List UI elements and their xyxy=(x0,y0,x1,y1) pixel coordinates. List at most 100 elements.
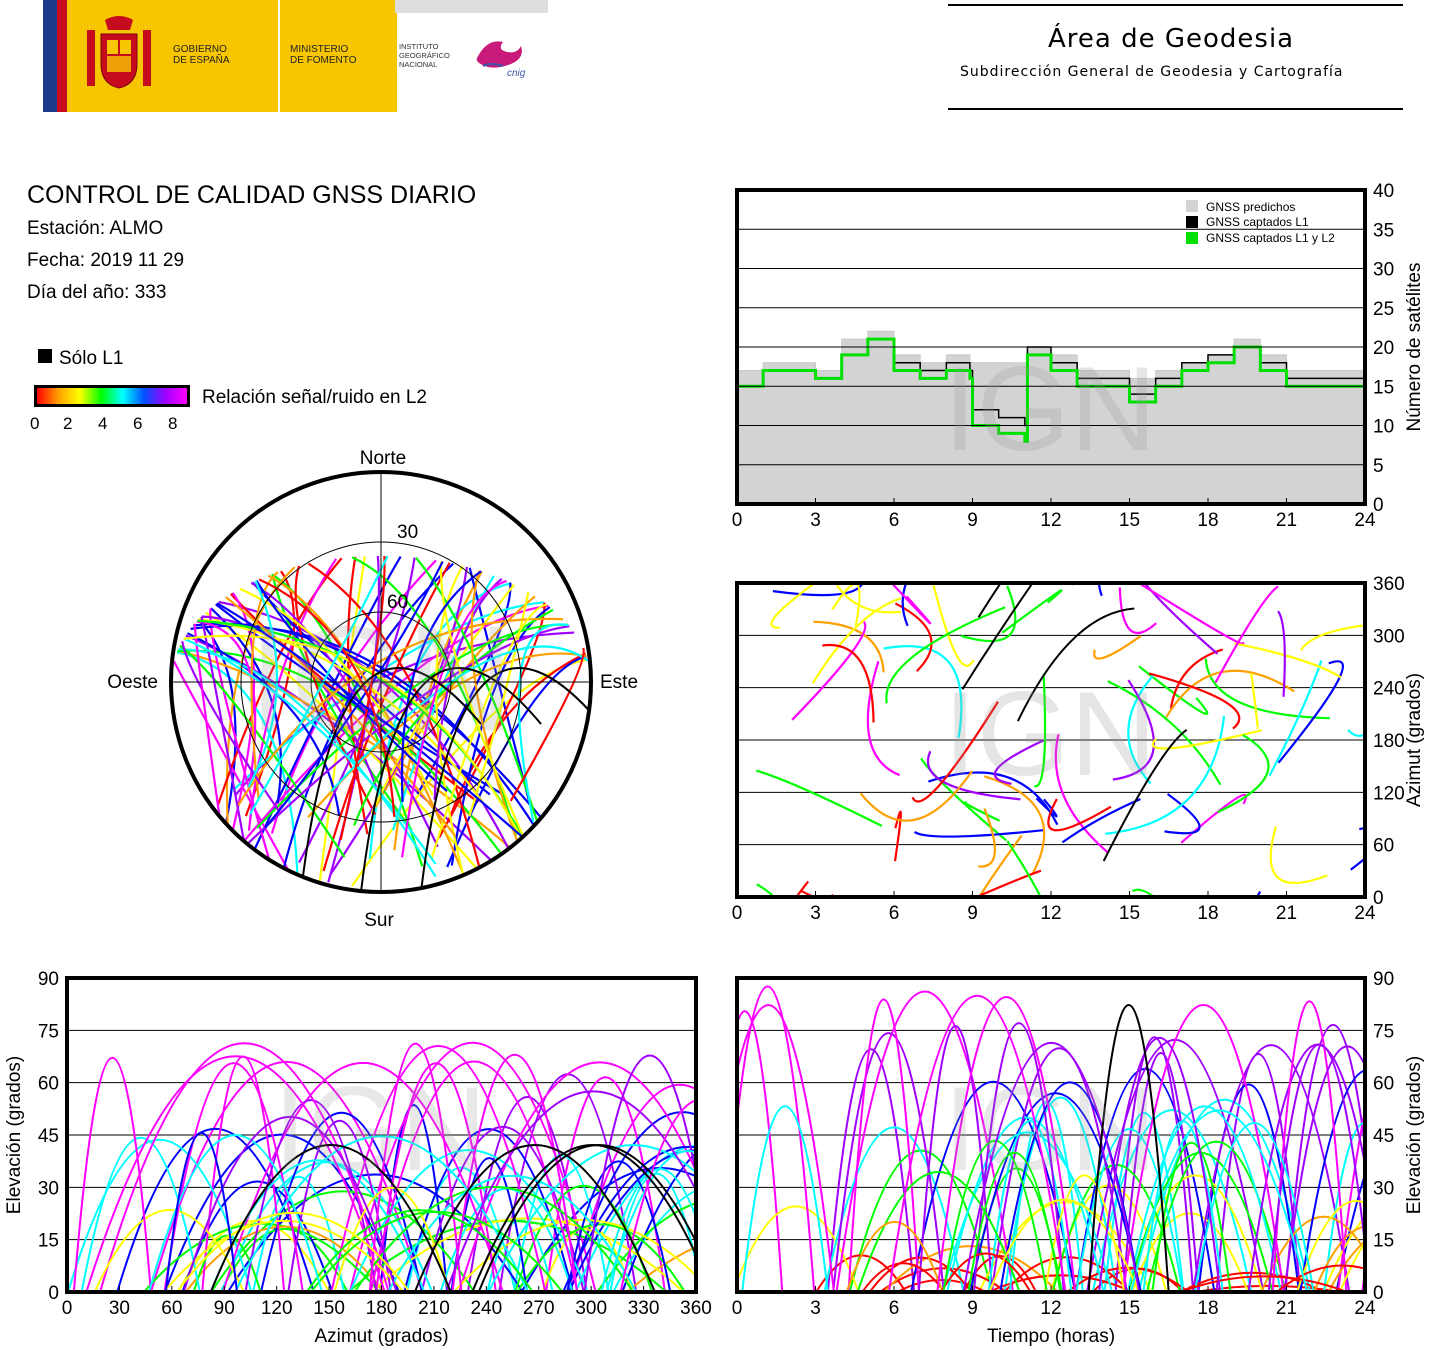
sky-track xyxy=(183,634,541,875)
azimut-track xyxy=(1138,665,1209,715)
snr-tick-4: 4 xyxy=(98,414,108,433)
azimut-track xyxy=(1093,635,1142,660)
y-tick-label: 45 xyxy=(38,1126,59,1147)
sky-track xyxy=(298,557,416,864)
elev-track-l1 xyxy=(413,1144,656,1292)
elev-time-track xyxy=(847,998,920,1292)
y-tick-label: 90 xyxy=(1373,969,1394,990)
x-tick-label: 3 xyxy=(810,510,821,531)
elev-track xyxy=(163,1133,400,1292)
sky-track xyxy=(249,555,389,815)
elev-track xyxy=(605,1150,696,1292)
y-tick-label: 30 xyxy=(38,1178,59,1199)
elev-time-track xyxy=(967,1151,1062,1292)
elev-time-track xyxy=(1130,1212,1249,1292)
azimut-track xyxy=(770,583,817,629)
azimut-track xyxy=(1277,610,1286,697)
sat-count-plot xyxy=(736,228,1366,505)
area-title: Área de Geodesia xyxy=(1048,24,1295,54)
azimut-track xyxy=(813,620,885,673)
sky-track xyxy=(258,578,396,817)
elev-time-track xyxy=(1192,1044,1351,1292)
elev-track xyxy=(596,1202,696,1292)
elev-time-track xyxy=(1337,1105,1365,1292)
sky-track xyxy=(239,587,434,796)
elev-track xyxy=(348,1219,667,1292)
date-label: Fecha: 2019 11 29 xyxy=(27,250,185,271)
x-tick-label: 6 xyxy=(889,510,900,531)
elev-time-track xyxy=(1296,1200,1365,1292)
x-tick-label: 21 xyxy=(1276,903,1297,924)
polar-watermark: IGN xyxy=(248,594,515,762)
elev-time-track xyxy=(1299,1069,1365,1292)
azimut-track xyxy=(866,661,901,777)
elev-time-track xyxy=(845,1220,944,1292)
y-tick-label: 60 xyxy=(1373,1074,1394,1095)
sats-watermark: IGN xyxy=(943,342,1156,476)
sky-track xyxy=(307,562,482,871)
y-tick-label: 45 xyxy=(1373,1126,1394,1147)
sky-track xyxy=(181,641,281,813)
azimut-track xyxy=(811,597,902,684)
azimut-track xyxy=(1127,673,1155,785)
snr-label: Relación señal/ruido en L2 xyxy=(202,387,427,408)
elev-track xyxy=(222,1061,504,1292)
azimut-track xyxy=(1180,793,1248,844)
azimut-track xyxy=(983,775,1046,874)
gov-line-2: DE ESPAÑA xyxy=(173,55,230,66)
elev-time-track xyxy=(861,1262,945,1292)
elev-time-track xyxy=(973,1022,1065,1292)
x-tick-label: 0 xyxy=(732,903,743,924)
azimut-track xyxy=(1047,798,1112,832)
elev-time-track xyxy=(988,1198,1140,1292)
y-tick-label: 35 xyxy=(1373,220,1394,241)
x-tick-label: 90 xyxy=(214,1298,235,1319)
snr-colorbar xyxy=(34,385,190,407)
azimut-track xyxy=(772,583,864,597)
south-label: Sur xyxy=(364,910,394,931)
azimut-track xyxy=(993,739,1045,785)
snr-tick-6: 6 xyxy=(133,414,143,433)
y-tick-label: 0 xyxy=(1373,495,1384,516)
elev-time-track xyxy=(1313,1225,1365,1292)
elev-time-track xyxy=(1197,1083,1300,1292)
sky-track xyxy=(247,558,338,831)
azimut-track xyxy=(1268,660,1323,777)
x-tick-label: 3 xyxy=(810,903,821,924)
eaz-watermark: IGN xyxy=(273,1062,486,1196)
plot-frame xyxy=(735,976,1367,1294)
sat-count-chart: 0 5 10 15 20 25 30 35 40 0 3 6 9 12 15 18 21 24 Número de… xyxy=(732,181,1425,531)
elev-time-track xyxy=(737,985,816,1292)
azimut-track xyxy=(913,829,1044,838)
sky-track xyxy=(250,581,439,848)
x-tick-label: 0 xyxy=(732,510,743,531)
sky-track xyxy=(210,607,282,804)
elev-track xyxy=(369,1060,579,1292)
elev-track xyxy=(185,1225,385,1292)
elev-time-plot xyxy=(737,985,1365,1292)
x-tick-label: 180 xyxy=(366,1298,398,1319)
elev-azimut-chart: 0 15 30 45 60 75 90 0 30 60 90 120 150 180 210 240 270 30… xyxy=(4,969,712,1347)
elev-track xyxy=(621,1151,696,1292)
ign-line-1: INSTITUTO xyxy=(399,42,439,51)
azimut-track xyxy=(1001,589,1063,634)
x-tick-label: 18 xyxy=(1197,510,1218,531)
y-tick-label: 20 xyxy=(1373,338,1394,359)
sky-track xyxy=(225,596,457,837)
area-subtitle: Subdirección General de Geodesia y Carto… xyxy=(960,64,1344,80)
elev-track xyxy=(148,1134,323,1292)
y-tick-label: 25 xyxy=(1373,299,1394,320)
azimut-track xyxy=(926,750,1021,801)
elev-track xyxy=(210,1190,476,1292)
sky-track xyxy=(509,647,585,802)
ministry-logo: MINISTERIO DE FOMENTO xyxy=(278,0,397,112)
elev-time-track xyxy=(1193,1122,1315,1292)
azimut-track xyxy=(911,701,999,803)
cnig-text: cnig xyxy=(507,68,526,79)
azimut-track xyxy=(960,585,1017,643)
azimut-track xyxy=(1118,587,1157,635)
ring-label-60: 60 xyxy=(387,592,408,613)
eu-stripe xyxy=(43,0,57,112)
elev-time-xlabel: Tiempo (horas) xyxy=(987,1326,1115,1347)
sky-track xyxy=(186,632,341,816)
